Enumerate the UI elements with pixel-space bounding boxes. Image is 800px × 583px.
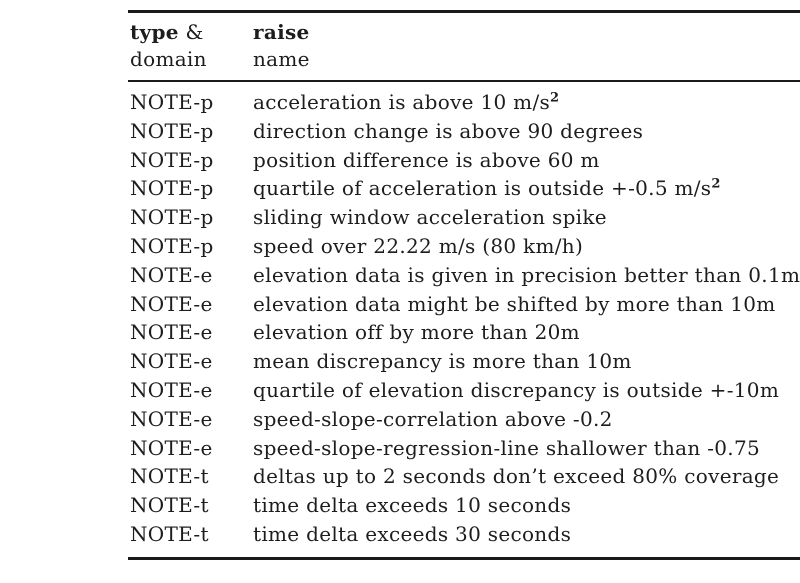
header-cell-raise-name: raise name xyxy=(253,19,800,73)
type-domain-cell: NOTE-p xyxy=(130,205,214,230)
header-domain-label: domain xyxy=(130,47,207,71)
header-name-label: name xyxy=(253,47,310,71)
table-row: NOTE-e speed-slope-correlation above -0.2 xyxy=(130,405,800,434)
type-domain-cell: NOTE-e xyxy=(130,291,213,316)
table-row: NOTE-p sliding window acceleration spike xyxy=(130,203,800,232)
notes-rules-table: type & domain raise name NOTE-p accelerat… xyxy=(128,10,800,560)
raise-name-cell: time delta exceeds 10 seconds xyxy=(253,493,572,518)
type-domain-cell: NOTE-p xyxy=(130,147,214,172)
header-type-label: type xyxy=(130,20,179,44)
type-domain-cell: NOTE-e xyxy=(130,406,213,431)
raise-name-cell: acceleration is above 10 m/s2 xyxy=(253,90,560,114)
raise-name-cell: direction change is above 90 degrees xyxy=(253,118,644,143)
header-type-line: type & xyxy=(130,19,253,46)
table-row: NOTE-e elevation data is given in precisi… xyxy=(130,261,800,290)
table-body: NOTE-p acceleration is above 10 m/s2 NOTE-… xyxy=(128,82,800,557)
unit-superscript: 2 xyxy=(550,90,560,106)
type-domain-cell: NOTE-p xyxy=(130,176,214,201)
type-domain-cell: NOTE-e xyxy=(130,349,213,374)
table-row: NOTE-t deltas up to 2 seconds don’t excee… xyxy=(130,462,800,491)
type-domain-cell: NOTE-e xyxy=(130,435,213,460)
table-row: NOTE-e elevation off by more than 20m xyxy=(130,318,800,347)
raise-name-cell: speed-slope-regression-line shallower th… xyxy=(253,435,761,460)
header-cell-type-domain: type & domain xyxy=(130,19,253,73)
raise-name-cell: quartile of acceleration is outside +-0.… xyxy=(253,176,721,201)
unit-superscript: 2 xyxy=(711,176,721,192)
type-domain-cell: NOTE-t xyxy=(130,493,209,518)
header-raise-label: raise xyxy=(253,20,310,44)
raise-name-cell: mean discrepancy is more than 10m xyxy=(253,349,632,374)
table-row: NOTE-e elevation data might be shifted by… xyxy=(130,290,800,319)
table-row: NOTE-t time delta exceeds 30 seconds xyxy=(130,520,800,549)
table-header: type & domain raise name xyxy=(128,13,800,80)
table-row: NOTE-p acceleration is above 10 m/s2 xyxy=(130,88,800,117)
table-row: NOTE-e mean discrepancy is more than 10m xyxy=(130,347,800,376)
header-amp: & xyxy=(178,20,204,44)
table-row: NOTE-p position difference is above 60 m xyxy=(130,146,800,175)
type-domain-cell: NOTE-e xyxy=(130,262,213,287)
table-row: NOTE-e speed-slope-regression-line shallo… xyxy=(130,434,800,463)
type-domain-cell: NOTE-e xyxy=(130,320,213,345)
type-domain-cell: NOTE-p xyxy=(130,118,214,143)
type-domain-cell: NOTE-p xyxy=(130,233,214,258)
type-domain-cell: NOTE-t xyxy=(130,464,209,489)
table-row: NOTE-p speed over 22.22 m/s (80 km/h) xyxy=(130,232,800,261)
table-row: NOTE-p direction change is above 90 degre… xyxy=(130,117,800,146)
table-bottom-rule xyxy=(128,556,800,560)
raise-name-cell: quartile of elevation discrepancy is out… xyxy=(253,377,780,402)
raise-name-cell: time delta exceeds 30 seconds xyxy=(253,521,572,546)
raise-name-cell: speed over 22.22 m/s (80 km/h) xyxy=(253,233,584,258)
table-row: NOTE-p quartile of acceleration is outsid… xyxy=(130,174,800,203)
raise-name-cell: speed-slope-correlation above -0.2 xyxy=(253,406,613,431)
raise-name-cell: elevation data is given in precision bet… xyxy=(253,262,800,287)
raise-name-cell: sliding window acceleration spike xyxy=(253,205,607,230)
raise-name-cell: deltas up to 2 seconds don’t exceed 80% … xyxy=(253,464,780,489)
raise-name-cell: position difference is above 60 m xyxy=(253,147,600,172)
type-domain-cell: NOTE-e xyxy=(130,377,213,402)
type-domain-cell: NOTE-t xyxy=(130,521,209,546)
table-top-rule xyxy=(128,10,800,13)
type-domain-cell: NOTE-p xyxy=(130,90,214,114)
table-row: NOTE-t time delta exceeds 10 seconds xyxy=(130,491,800,520)
raise-name-cell: elevation off by more than 20m xyxy=(253,320,580,345)
table-mid-rule xyxy=(128,80,800,82)
table-row: NOTE-e quartile of elevation discrepancy … xyxy=(130,376,800,405)
raise-name-cell: elevation data might be shifted by more … xyxy=(253,291,776,316)
